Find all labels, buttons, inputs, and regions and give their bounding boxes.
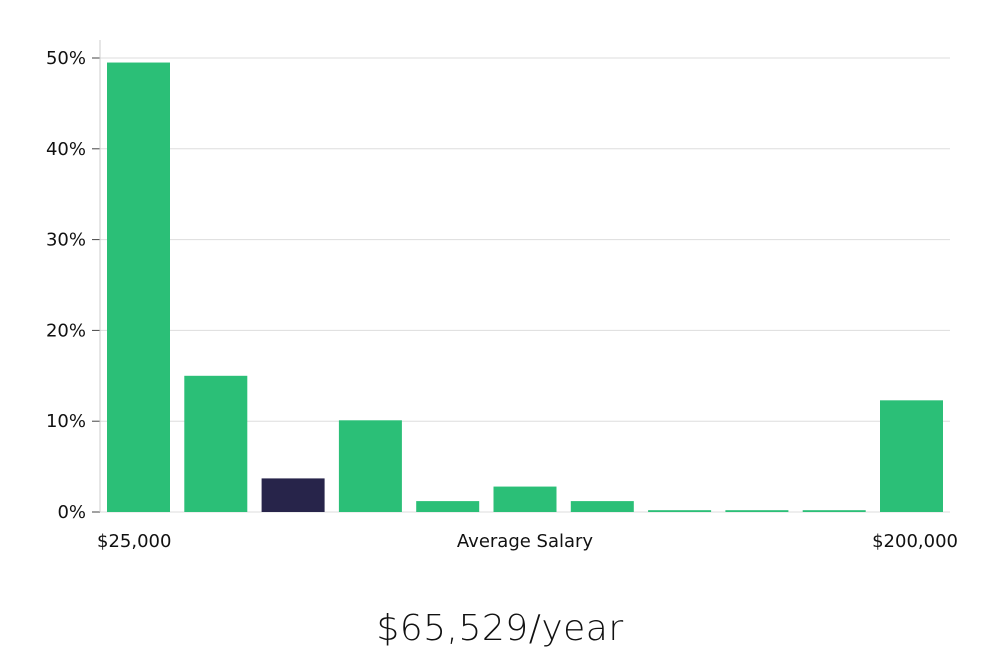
chart-canvas: 0% 10% 20% 30% 40% 50% $25,000 Average Salary… — [46, 40, 958, 552]
bar — [725, 510, 789, 512]
bar — [880, 400, 943, 512]
y-axis-ticks: 0% 10% 20% 30% 40% 50% — [46, 48, 100, 523]
salary-distribution-chart: 0% 10% 20% 30% 40% 50% $25,000 Average Salary… — [46, 40, 958, 552]
bar-highlighted — [261, 478, 325, 512]
x-axis-title: Average Salary — [457, 531, 594, 552]
bars — [107, 62, 943, 512]
bar — [416, 501, 480, 512]
bar — [648, 510, 712, 512]
y-tick-label: 20% — [46, 320, 86, 341]
average-salary-value: $65,529/year — [376, 608, 624, 649]
bar — [570, 501, 634, 512]
bar — [338, 420, 402, 512]
y-tick-label: 10% — [46, 411, 86, 432]
x-axis-start-label: $25,000 — [97, 531, 171, 552]
bar — [493, 486, 557, 512]
bar — [802, 510, 866, 512]
bar — [107, 62, 170, 512]
x-axis-end-label: $200,000 — [872, 531, 958, 552]
y-tick-label: 50% — [46, 48, 86, 69]
y-tick-label: 30% — [46, 230, 86, 251]
y-tick-label: 0% — [57, 502, 86, 523]
y-tick-label: 40% — [46, 139, 86, 160]
bar — [184, 375, 248, 512]
